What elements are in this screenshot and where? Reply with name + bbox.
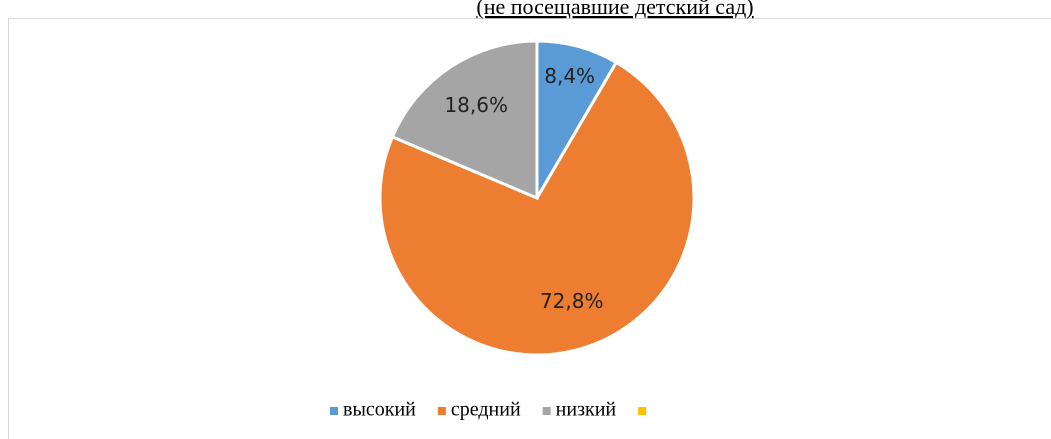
legend-marker bbox=[330, 407, 338, 415]
data-label: 8,4% bbox=[544, 64, 595, 88]
data-label: 72,8% bbox=[540, 289, 604, 313]
legend-label: низкий bbox=[556, 399, 617, 421]
pie-slice bbox=[390, 39, 539, 201]
legend-marker bbox=[542, 407, 551, 415]
chart-title: (не посещавшие детский сад) bbox=[476, 0, 753, 19]
data-label: 18,6% bbox=[444, 93, 508, 117]
legend-label: средний bbox=[451, 399, 521, 421]
pie-slice bbox=[378, 60, 696, 357]
legend-marker bbox=[638, 407, 647, 415]
legend-label: высокий bbox=[343, 399, 416, 421]
legend-marker bbox=[437, 407, 446, 415]
